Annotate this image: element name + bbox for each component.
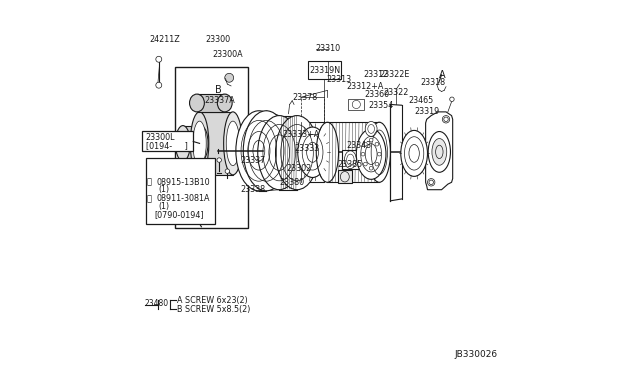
Circle shape <box>375 142 379 146</box>
Text: B: B <box>216 86 222 95</box>
Text: 23333: 23333 <box>294 144 319 153</box>
Bar <box>301 122 324 182</box>
Circle shape <box>375 162 379 166</box>
Text: JB330026: JB330026 <box>454 350 497 359</box>
Text: 23300A: 23300A <box>212 50 243 59</box>
Ellipse shape <box>226 121 239 166</box>
Bar <box>200 112 233 175</box>
Ellipse shape <box>193 121 206 166</box>
Circle shape <box>428 179 435 186</box>
Ellipse shape <box>175 126 190 161</box>
Text: 23380: 23380 <box>279 178 305 187</box>
Text: 08915-13B10: 08915-13B10 <box>157 178 211 187</box>
Circle shape <box>364 142 367 146</box>
Text: 23333+A: 23333+A <box>282 130 319 140</box>
Text: 23480: 23480 <box>145 299 169 308</box>
Circle shape <box>361 152 365 156</box>
Text: [0790-0194]: [0790-0194] <box>154 211 204 219</box>
Ellipse shape <box>298 127 328 177</box>
Ellipse shape <box>236 111 282 191</box>
Ellipse shape <box>190 112 209 175</box>
Circle shape <box>217 158 221 162</box>
Ellipse shape <box>223 112 242 175</box>
Bar <box>183 126 201 161</box>
Text: 23319N: 23319N <box>309 66 340 75</box>
Ellipse shape <box>189 94 204 112</box>
Circle shape <box>225 169 230 173</box>
Text: 23300L: 23300L <box>146 132 175 142</box>
Circle shape <box>442 116 450 123</box>
Ellipse shape <box>356 129 386 179</box>
Bar <box>175 67 248 228</box>
Text: 23300: 23300 <box>205 35 230 44</box>
Bar <box>146 158 216 224</box>
Text: 24211Z: 24211Z <box>150 35 180 44</box>
Circle shape <box>156 56 162 62</box>
Ellipse shape <box>428 132 451 172</box>
Circle shape <box>450 97 454 102</box>
Text: 23385: 23385 <box>338 160 363 169</box>
Polygon shape <box>426 112 452 190</box>
Text: 08911-3081A: 08911-3081A <box>156 195 210 203</box>
Ellipse shape <box>218 94 232 112</box>
Text: Ⓝ: Ⓝ <box>147 195 152 203</box>
Text: 23302: 23302 <box>286 164 311 173</box>
Ellipse shape <box>365 122 377 137</box>
Circle shape <box>369 166 373 170</box>
Text: 23319: 23319 <box>415 108 440 116</box>
Ellipse shape <box>276 116 319 190</box>
Ellipse shape <box>432 138 447 165</box>
Text: 23337A: 23337A <box>204 96 235 105</box>
Text: 23378: 23378 <box>292 93 317 102</box>
Circle shape <box>364 162 367 166</box>
Bar <box>338 170 352 183</box>
Text: A: A <box>438 70 445 80</box>
Text: B SCREW 5x8.5(2): B SCREW 5x8.5(2) <box>177 305 251 314</box>
Bar <box>142 131 193 151</box>
Bar <box>308 61 340 78</box>
Text: 23313: 23313 <box>326 75 352 84</box>
Text: 23312+A: 23312+A <box>346 82 383 91</box>
Ellipse shape <box>316 122 339 182</box>
Text: 23338: 23338 <box>240 185 266 194</box>
Ellipse shape <box>193 126 208 161</box>
Text: Ⓥ: Ⓥ <box>147 178 152 187</box>
Text: [0194-     ]: [0194- ] <box>146 141 188 151</box>
Text: (1): (1) <box>159 185 170 194</box>
Ellipse shape <box>258 116 301 190</box>
Ellipse shape <box>243 111 289 191</box>
Text: 23360: 23360 <box>364 90 390 99</box>
Ellipse shape <box>225 73 234 82</box>
Circle shape <box>156 82 162 88</box>
Ellipse shape <box>368 122 390 182</box>
Bar <box>197 94 225 112</box>
Text: 23322: 23322 <box>384 88 409 97</box>
Text: 23322E: 23322E <box>380 70 410 79</box>
Circle shape <box>378 152 381 156</box>
Text: 23310: 23310 <box>316 44 340 53</box>
Bar <box>342 150 359 169</box>
Text: 23337: 23337 <box>240 155 266 164</box>
Text: 23343: 23343 <box>347 141 372 151</box>
Text: (1): (1) <box>159 202 170 211</box>
Text: 23318: 23318 <box>421 78 446 87</box>
Ellipse shape <box>401 131 428 176</box>
Text: 23312: 23312 <box>364 70 389 79</box>
Bar <box>348 99 364 110</box>
Text: 23465: 23465 <box>408 96 433 105</box>
Circle shape <box>369 138 373 142</box>
Text: A SCREW 6x23(2): A SCREW 6x23(2) <box>177 296 248 305</box>
Text: 23354: 23354 <box>368 101 394 110</box>
